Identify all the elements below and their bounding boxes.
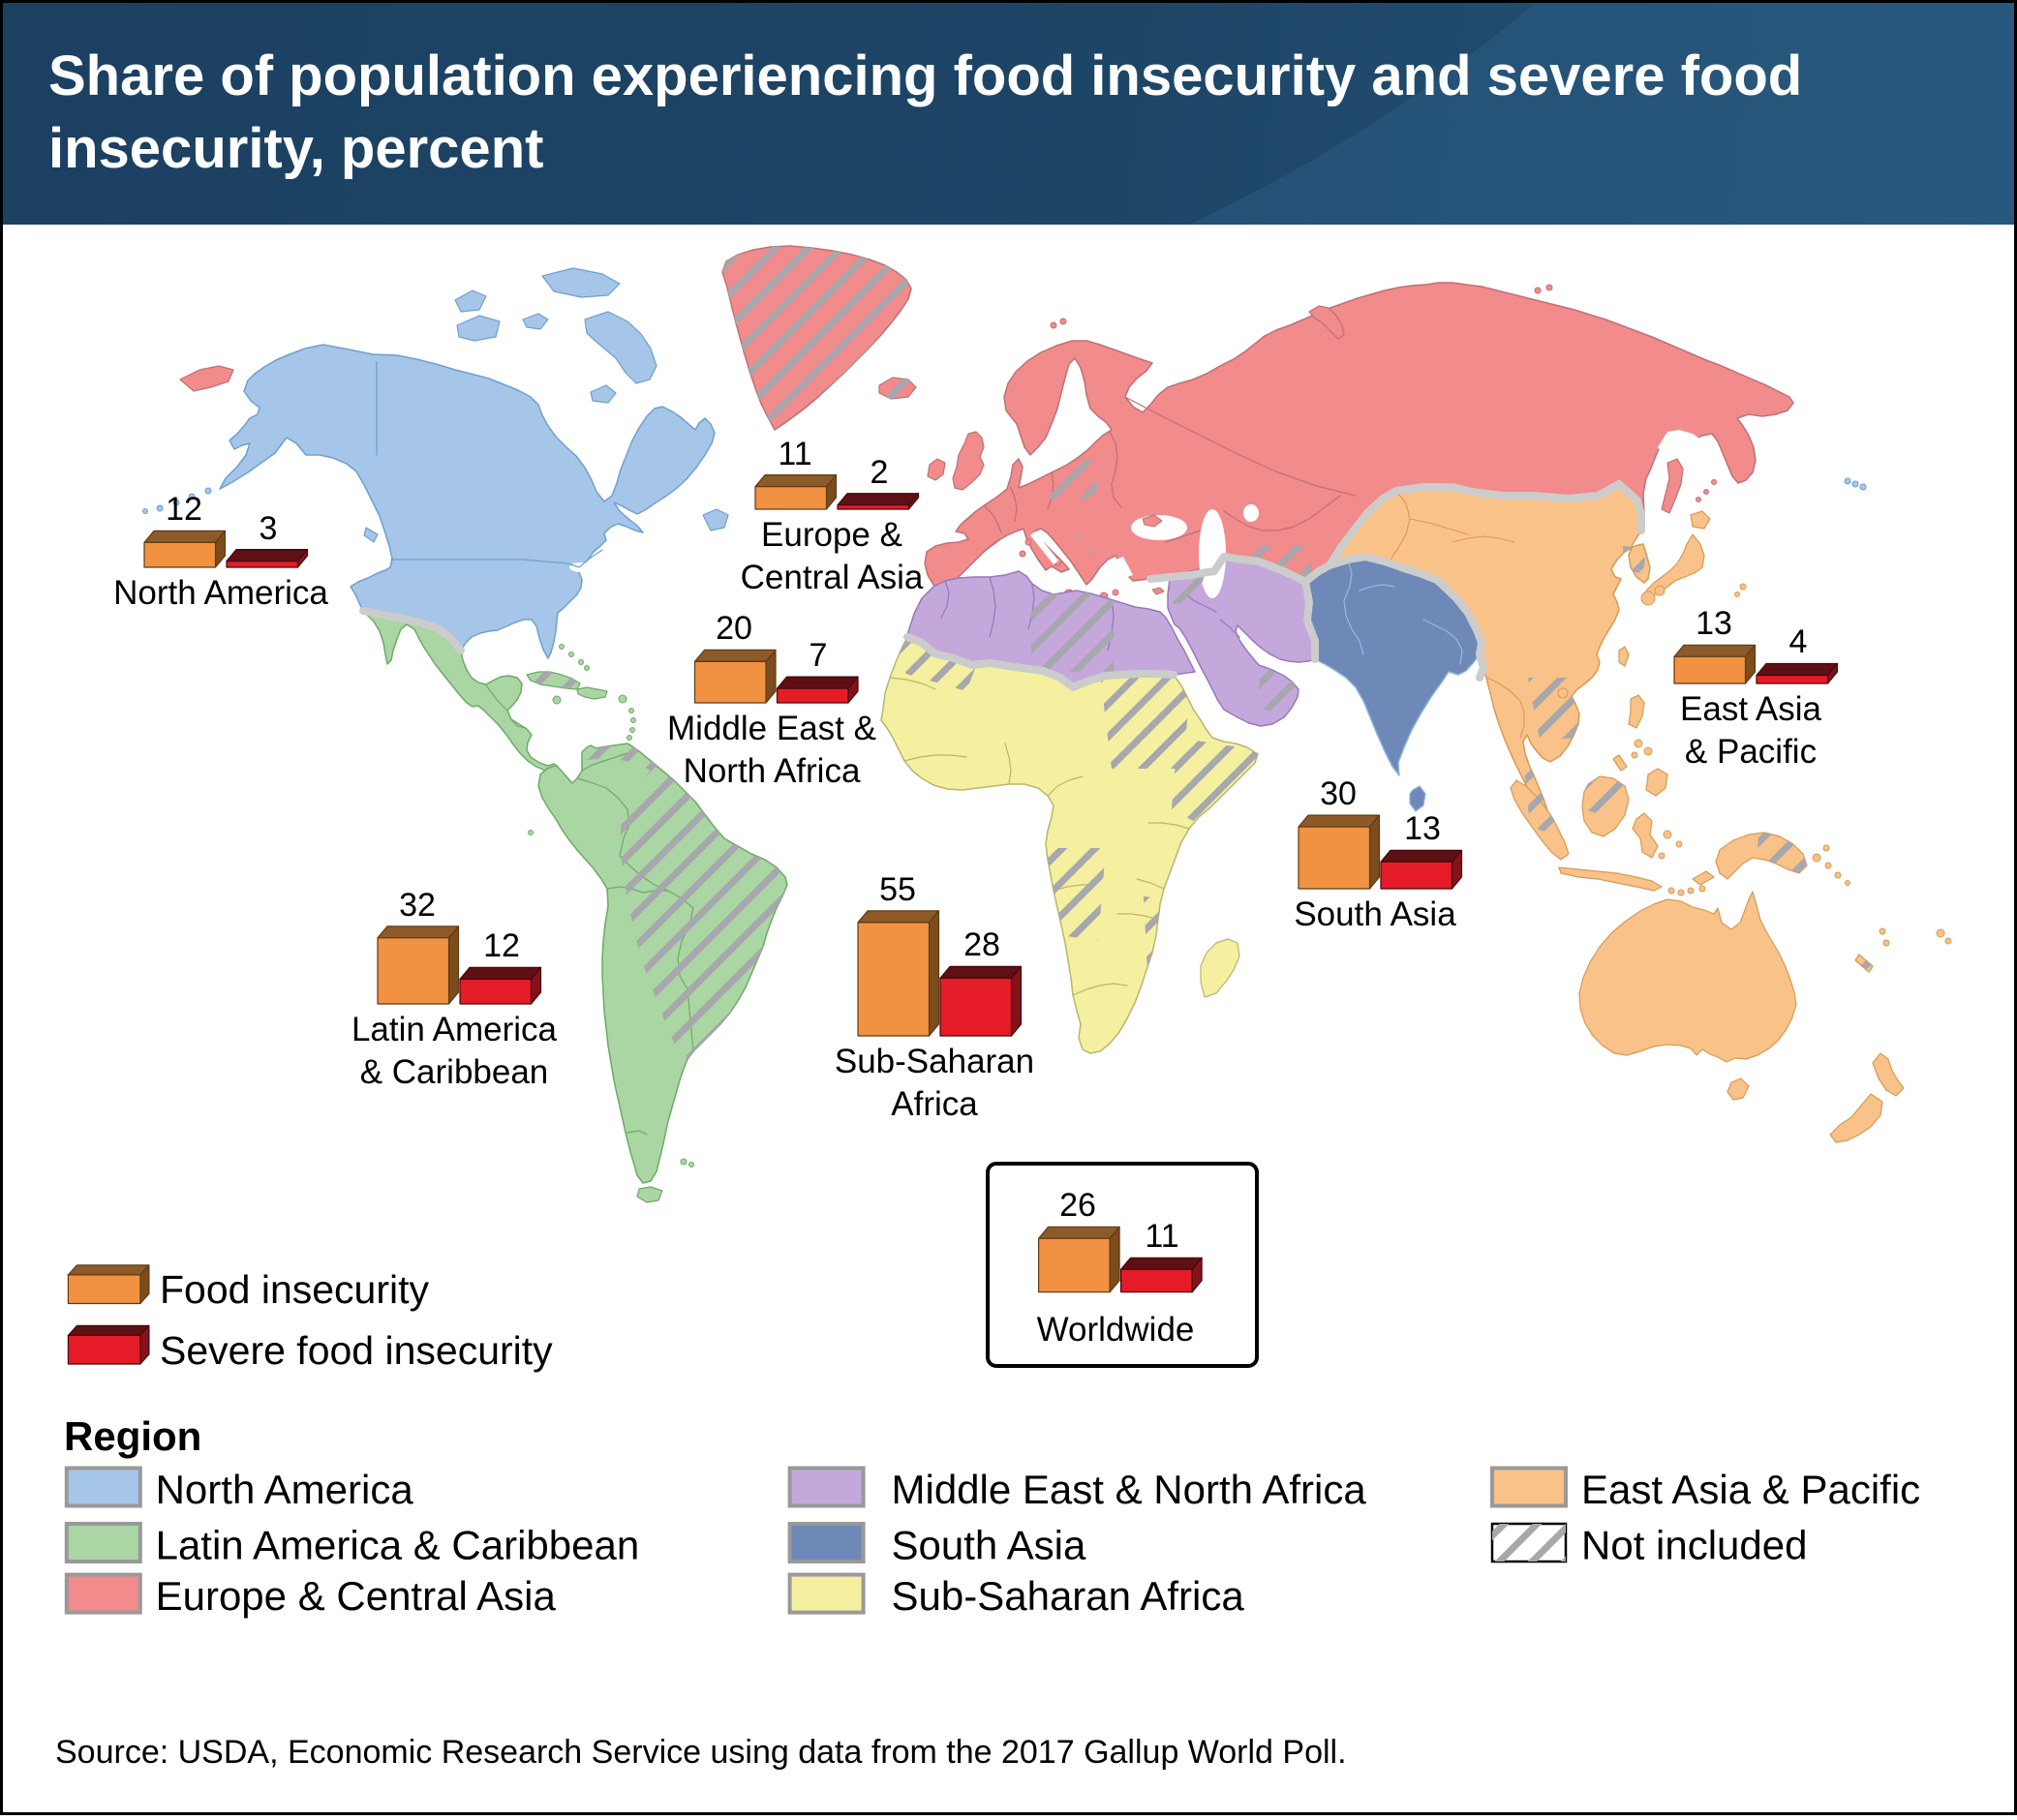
svg-text:North America: North America — [113, 574, 328, 612]
svg-text:Sub-Saharan Africa: Sub-Saharan Africa — [892, 1573, 1245, 1619]
svg-text:North Africa: North Africa — [684, 752, 861, 790]
svg-text:28: 28 — [963, 926, 1000, 963]
svg-text:& Caribbean: & Caribbean — [360, 1053, 549, 1091]
svg-text:Not included: Not included — [1581, 1523, 1807, 1568]
svg-text:Severe food insecurity: Severe food insecurity — [160, 1328, 553, 1373]
svg-text:East Asia & Pacific: East Asia & Pacific — [1581, 1467, 1920, 1512]
svg-text:20: 20 — [716, 610, 752, 647]
svg-text:7: 7 — [810, 637, 828, 674]
svg-text:Region: Region — [64, 1413, 201, 1459]
svg-text:North America: North America — [156, 1467, 414, 1512]
svg-text:30: 30 — [1320, 775, 1357, 812]
svg-text:Worldwide: Worldwide — [1037, 1311, 1195, 1349]
svg-text:Central Asia: Central Asia — [741, 559, 924, 596]
svg-text:3: 3 — [260, 510, 278, 547]
svg-text:Food insecurity: Food insecurity — [160, 1267, 430, 1312]
svg-text:12: 12 — [483, 927, 520, 964]
svg-text:13: 13 — [1696, 605, 1732, 642]
svg-text:East Asia: East Asia — [1680, 690, 1821, 728]
svg-text:South Asia: South Asia — [1294, 895, 1456, 933]
svg-text:13: 13 — [1404, 810, 1441, 847]
svg-text:11: 11 — [778, 436, 811, 472]
svg-text:11: 11 — [1145, 1218, 1178, 1255]
svg-text:Africa: Africa — [891, 1085, 978, 1123]
svg-text:32: 32 — [399, 887, 436, 924]
svg-text:Middle East &: Middle East & — [667, 710, 876, 747]
svg-text:South Asia: South Asia — [892, 1523, 1086, 1568]
svg-text:4: 4 — [1789, 623, 1808, 660]
svg-text:26: 26 — [1059, 1187, 1096, 1224]
svg-text:12: 12 — [166, 491, 202, 528]
svg-text:Source: USDA, Economic Researc: Source: USDA, Economic Research Service … — [55, 1734, 1347, 1771]
svg-text:Middle East & North Africa: Middle East & North Africa — [892, 1467, 1367, 1512]
svg-text:Latin America & Caribbean: Latin America & Caribbean — [156, 1523, 640, 1568]
svg-text:55: 55 — [879, 871, 916, 908]
svg-text:Europe &: Europe & — [761, 516, 902, 554]
svg-text:Latin America: Latin America — [351, 1011, 558, 1048]
svg-text:Sub-Saharan: Sub-Saharan — [835, 1043, 1034, 1080]
svg-text:2: 2 — [871, 454, 889, 491]
svg-text:Europe & Central Asia: Europe & Central Asia — [156, 1573, 557, 1619]
svg-text:& Pacific: & Pacific — [1685, 733, 1817, 771]
